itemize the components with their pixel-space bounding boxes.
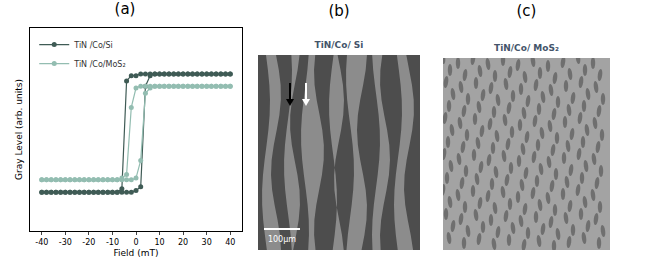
- svg-text:20: 20: [178, 238, 188, 247]
- html-text:TiN/Co/ Si: TiN/Co/ Si: [314, 40, 364, 50]
- svg-text:-20: -20: [82, 238, 95, 247]
- svg-text:-40: -40: [35, 238, 48, 247]
- svg-text:(a): (a): [115, 0, 136, 18]
- html-text:TiN/Co/ MoS₂: TiN/Co/ MoS₂: [494, 43, 559, 53]
- svg-text:40: 40: [225, 238, 235, 247]
- html-text:(b): (b): [328, 2, 350, 20]
- svg-text:-10: -10: [106, 238, 119, 247]
- html-text:(c): (c): [516, 2, 537, 20]
- svg-text:10: 10: [154, 238, 164, 247]
- svg-text:Gray Level (arb. units): Gray Level (arb. units): [14, 79, 24, 180]
- svg-text:100μm: 100μm: [268, 235, 296, 244]
- svg-text:TiN /Co/MoS₂: TiN /Co/MoS₂: [73, 60, 125, 69]
- svg-text:Field (mT): Field (mT): [114, 248, 159, 258]
- svg-text:-30: -30: [59, 238, 72, 247]
- svg-text:TiN /Co/Si: TiN /Co/Si: [73, 41, 113, 50]
- svg-text:0: 0: [133, 238, 138, 247]
- svg-text:30: 30: [202, 238, 212, 247]
